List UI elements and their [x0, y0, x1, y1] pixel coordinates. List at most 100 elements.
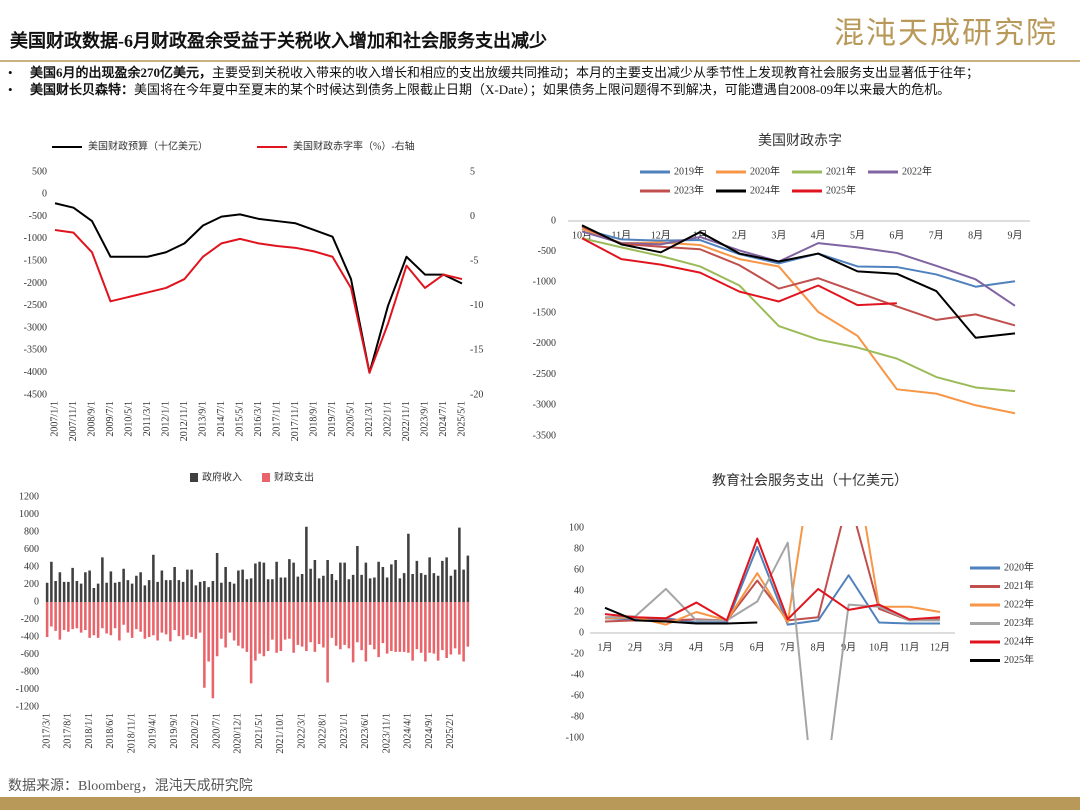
bar — [190, 602, 193, 637]
bar — [173, 567, 176, 602]
bar — [71, 567, 74, 602]
bar — [96, 602, 100, 638]
x-tick-label: 2025/2/1 — [445, 713, 456, 749]
x-tick-label: 2021/3/1 — [364, 401, 375, 437]
x-tick-label: 2025/5/1 — [456, 401, 467, 437]
x-tick-label: 2019/4/1 — [148, 713, 159, 749]
bar — [224, 567, 227, 602]
bar — [398, 602, 402, 652]
bar — [190, 569, 193, 602]
bar — [288, 559, 291, 602]
bar — [164, 580, 168, 602]
bar — [215, 602, 219, 657]
bar — [126, 602, 130, 633]
bar — [62, 602, 66, 630]
x-tick-label: 12月 — [930, 641, 950, 653]
x-tick-label: 2月 — [732, 229, 747, 241]
y-tick-label: -200 — [21, 614, 39, 625]
x-tick-label: 2009/7/1 — [105, 401, 116, 437]
x-tick-label: 2007/11/1 — [68, 401, 79, 441]
legend-label: 美国财政预算（十亿美元） — [88, 139, 208, 152]
legend-swatch — [262, 473, 270, 482]
x-tick-label: 2012/11/1 — [179, 401, 190, 441]
bar — [377, 561, 380, 602]
x-tick-label: 2021/10/1 — [275, 713, 286, 754]
bar — [237, 570, 240, 602]
bar — [254, 563, 257, 602]
y-tick-label: -10 — [470, 300, 483, 311]
bullet-text: 主要受到关税收入带来的收入增长和相应的支出放缓共同推动；本月的主要支出减少从季节… — [212, 65, 980, 80]
y-tick-label: -40 — [571, 669, 584, 680]
x-tick-label: 2022/1/1 — [382, 401, 393, 437]
bar — [313, 560, 317, 602]
bar — [258, 602, 261, 654]
series-line — [604, 526, 941, 623]
x-tick-label: 2017/1/1 — [271, 401, 282, 437]
y-tick-label: -1200 — [16, 701, 39, 712]
series-line — [604, 541, 940, 740]
y-tick-label: -3000 — [533, 400, 556, 411]
y-tick-label: -1500 — [533, 307, 556, 318]
y-tick-label: 0 — [579, 627, 584, 638]
x-tick-label: 11月 — [900, 641, 920, 653]
bar — [428, 602, 431, 653]
bar — [249, 602, 253, 684]
bar — [262, 562, 266, 602]
bar — [436, 602, 440, 661]
bar — [377, 602, 380, 658]
legend-label: 2025年 — [1004, 653, 1034, 666]
bar — [343, 562, 346, 602]
bullet: • 美国财长贝森特：美国将在今年夏中至夏末的某个时候达到债务上限截止日期（X-Da… — [8, 82, 951, 97]
bar — [84, 602, 87, 630]
bar — [224, 602, 227, 648]
bar — [305, 602, 308, 651]
bar — [283, 602, 287, 640]
bar — [275, 602, 278, 653]
bar — [411, 574, 414, 602]
legend-label: 2020年 — [750, 164, 780, 177]
y-tick-label: -15 — [470, 345, 483, 356]
bar — [436, 575, 440, 602]
y-tick-label: -500 — [29, 211, 47, 222]
bar — [449, 575, 453, 602]
bar — [300, 574, 304, 602]
bar — [360, 602, 363, 651]
x-tick-label: 3月 — [658, 641, 673, 653]
legend-label: 美国财政赤字率（%）-右轴 — [293, 139, 415, 152]
y-tick-label: -5 — [470, 255, 478, 266]
series-line — [581, 237, 1016, 393]
bar — [407, 533, 410, 602]
bar — [130, 583, 134, 602]
bullets: • 美国6月的出现盈余270亿美元，主要受到关税收入带来的收入增长和相应的支出放缓… — [8, 64, 1070, 98]
series-line — [54, 202, 463, 374]
legend-label: 2021年 — [1004, 579, 1034, 592]
bar — [402, 602, 406, 652]
bar — [381, 567, 385, 602]
bar — [347, 579, 351, 602]
bar — [79, 583, 83, 602]
bar — [296, 602, 300, 645]
y-tick-label: 20 — [574, 606, 584, 617]
bar — [50, 602, 53, 627]
x-tick-label: 2023/1/1 — [339, 713, 350, 749]
legend-label: 2024年 — [750, 183, 780, 196]
bar — [67, 602, 70, 632]
bar — [394, 602, 397, 652]
bar — [271, 602, 274, 640]
y-tick-label: 0 — [34, 596, 39, 607]
bar — [211, 602, 215, 699]
x-tick-label: 5月 — [719, 641, 734, 653]
x-tick-label: 2021/5/1 — [254, 713, 265, 749]
bar — [445, 602, 448, 658]
x-tick-label: 1月 — [598, 641, 613, 653]
series-line — [581, 225, 1016, 327]
bullet: • 美国6月的出现盈余270亿美元，主要受到关税收入带来的收入增长和相应的支出放缓… — [8, 65, 980, 80]
bar — [156, 602, 159, 641]
y-tick-label: -600 — [21, 649, 39, 660]
y-tick-label: -100 — [566, 732, 584, 743]
bar — [194, 585, 198, 602]
y-tick-label: 0 — [42, 189, 47, 200]
bar — [207, 602, 210, 662]
bar — [207, 587, 210, 602]
